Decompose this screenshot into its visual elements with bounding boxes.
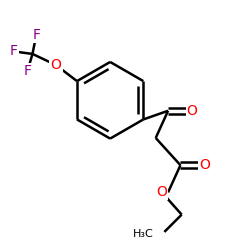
Text: O: O	[199, 158, 210, 172]
Text: F: F	[24, 64, 32, 78]
Text: F: F	[10, 44, 18, 59]
Text: F: F	[32, 28, 40, 42]
Text: O: O	[186, 104, 198, 118]
Text: O: O	[50, 58, 62, 72]
Text: O: O	[156, 185, 167, 199]
Text: H₃C: H₃C	[132, 229, 153, 239]
